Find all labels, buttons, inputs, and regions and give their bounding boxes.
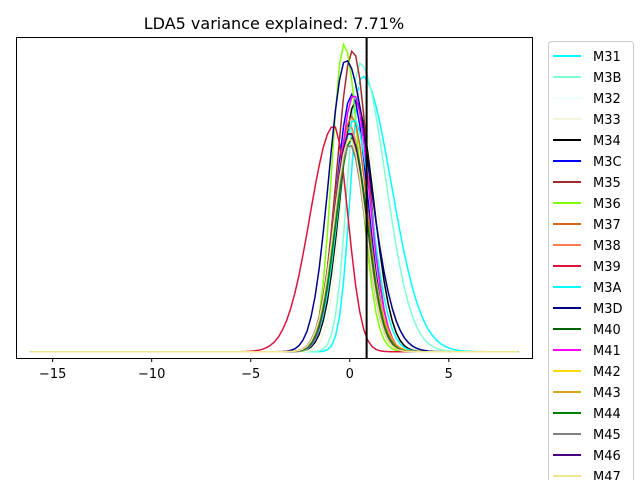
legend-label-m45: M45 xyxy=(593,428,621,443)
legend-label-m47: M47 xyxy=(593,470,621,480)
legend-label-m3c: M3C xyxy=(593,155,622,170)
legend-label-m31: M31 xyxy=(593,50,621,65)
legend-label-m32: M32 xyxy=(593,92,621,107)
legend-label-m34: M34 xyxy=(593,134,621,149)
legend-label-m36: M36 xyxy=(593,197,621,212)
legend-label-m38: M38 xyxy=(593,239,621,254)
x-axis: −15 −10 −5 0 5 xyxy=(39,358,453,382)
legend-label-m46: M46 xyxy=(593,449,621,464)
x-tick-label: −10 xyxy=(138,367,165,382)
x-tick-label: 0 xyxy=(346,367,354,382)
legend-label-m37: M37 xyxy=(593,218,621,233)
legend-label-m42: M42 xyxy=(593,365,621,380)
legend-label-m33: M33 xyxy=(593,113,621,128)
legend-label-m41: M41 xyxy=(593,344,621,359)
x-tick-label: −5 xyxy=(241,367,260,382)
legend-label-m3a: M3A xyxy=(593,281,621,296)
legend-label-m3b: M3B xyxy=(593,71,621,86)
legend: M31 M3B M32 M33 M34 M3C M35 M36 M37 M38 M39 M3A M3D M… xyxy=(548,41,634,480)
series-layer xyxy=(30,42,519,353)
x-tick-label: 5 xyxy=(445,367,453,382)
legend-label-m40: M40 xyxy=(593,323,621,338)
legend-label-m44: M44 xyxy=(593,407,621,422)
plot-frame xyxy=(16,37,533,359)
legend-label-m39: M39 xyxy=(593,260,621,275)
legend-label-m3d: M3D xyxy=(593,302,623,317)
legend-label-m43: M43 xyxy=(593,386,621,401)
legend-label-m35: M35 xyxy=(593,176,621,191)
chart-title: LDA5 variance explained: 7.71% xyxy=(144,14,404,33)
series-line-m47 xyxy=(30,139,519,353)
x-tick-label: −15 xyxy=(39,367,66,382)
